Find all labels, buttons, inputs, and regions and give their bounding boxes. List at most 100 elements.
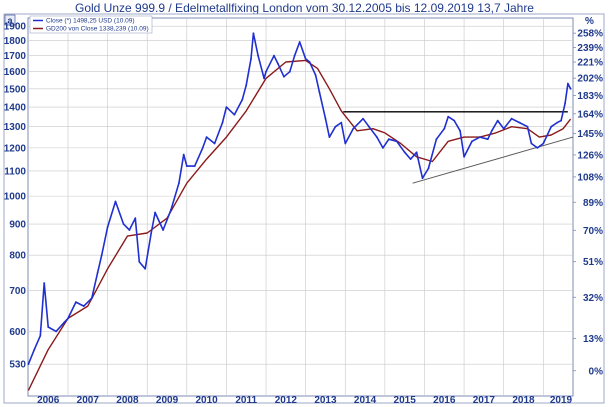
data-point-close bbox=[560, 119, 562, 122]
x-tick-label: 2018 bbox=[512, 395, 535, 406]
data-point-close bbox=[308, 61, 311, 63]
data-point-close bbox=[421, 177, 424, 180]
data-point-close bbox=[154, 211, 157, 214]
pct-tick-label: 51% bbox=[583, 257, 603, 268]
y-tick-label: 1900 bbox=[4, 22, 27, 33]
data-point-close bbox=[526, 125, 529, 128]
y-tick-label: 1300 bbox=[4, 122, 27, 133]
data-point-close bbox=[550, 125, 553, 128]
pct-tick-label: 258% bbox=[577, 29, 603, 40]
percent-unit-label: % bbox=[585, 16, 594, 27]
data-point-close bbox=[447, 115, 450, 118]
legend-box bbox=[29, 15, 153, 34]
pct-tick-label: 13% bbox=[583, 334, 603, 345]
data-point-close bbox=[510, 117, 513, 120]
data-point-close bbox=[283, 75, 285, 78]
data-point-close bbox=[100, 254, 103, 257]
data-point-close bbox=[288, 70, 291, 73]
legend-label-gd200: GD200 von Close 1338,239 (10.09) bbox=[46, 26, 149, 33]
y-tick-label: 700 bbox=[9, 286, 26, 297]
data-point-close bbox=[564, 102, 566, 105]
data-point-close bbox=[263, 77, 265, 80]
y-tick-label: 1400 bbox=[4, 103, 27, 114]
pct-tick-label: 164% bbox=[577, 109, 603, 120]
data-point-close bbox=[213, 142, 216, 145]
data-point-close bbox=[205, 136, 208, 139]
data-point-close bbox=[318, 91, 321, 94]
data-point-close bbox=[443, 127, 446, 130]
pct-tick-label: 202% bbox=[577, 74, 603, 85]
x-tick-label: 2008 bbox=[116, 395, 139, 406]
data-point-close bbox=[395, 140, 398, 143]
x-tick-label: 2006 bbox=[37, 395, 60, 406]
data-point-close bbox=[298, 41, 301, 43]
data-point-close bbox=[304, 57, 307, 60]
data-point-close bbox=[245, 84, 248, 87]
data-point-close bbox=[362, 117, 364, 120]
data-point-close bbox=[33, 348, 36, 351]
data-point-close bbox=[502, 127, 505, 130]
pct-tick-label: 239% bbox=[577, 43, 603, 54]
data-point-close bbox=[556, 121, 559, 124]
logo-box bbox=[4, 14, 16, 26]
data-point-close bbox=[43, 282, 46, 284]
logo-text: a bbox=[8, 16, 14, 26]
data-point-close bbox=[340, 121, 343, 124]
data-point-close bbox=[75, 301, 77, 303]
data-point-close bbox=[293, 54, 296, 57]
x-tick-label: 2014 bbox=[354, 395, 377, 406]
pct-tick-label: 126% bbox=[577, 150, 603, 161]
data-point-close bbox=[252, 32, 255, 35]
x-tick-label: 2009 bbox=[156, 395, 179, 406]
data-point-close bbox=[409, 158, 412, 161]
data-point-close bbox=[314, 74, 317, 76]
legend: Close (*) 1498,25 USD (10.09) GD200 von … bbox=[29, 15, 153, 34]
data-point-close bbox=[334, 125, 337, 128]
y-tick-label: 530 bbox=[9, 360, 26, 371]
data-point-close bbox=[185, 165, 188, 168]
pct-tick-label: 70% bbox=[583, 226, 603, 237]
data-point-close bbox=[250, 57, 252, 60]
data-point-close bbox=[277, 62, 279, 65]
data-point-close bbox=[328, 136, 331, 139]
data-point-close bbox=[39, 334, 42, 337]
data-point-close bbox=[344, 142, 347, 145]
y-tick-label: 1800 bbox=[4, 36, 27, 47]
data-point-close bbox=[241, 98, 244, 101]
y-tick-label: 1200 bbox=[4, 143, 27, 154]
x-axis: 2006 2007 2008 2009 2010 2011 2012 2013 2014 2015… bbox=[37, 395, 572, 406]
y-tick-label: 1500 bbox=[4, 84, 27, 95]
data-point-close bbox=[63, 321, 65, 324]
x-tick-label: 2015 bbox=[394, 395, 417, 406]
y-tick-label: 1100 bbox=[4, 166, 26, 177]
data-point-close bbox=[138, 261, 141, 263]
pct-tick-label: 89% bbox=[583, 198, 603, 209]
y-axis-left: 1900 1800 1700 1600 1500 1400 1300 1200 1100 1000… bbox=[4, 22, 27, 371]
data-point-close bbox=[82, 305, 85, 307]
series-lines bbox=[27, 32, 574, 391]
x-tick-label: 2013 bbox=[314, 395, 337, 406]
data-point-close bbox=[162, 229, 165, 231]
data-point-close bbox=[178, 182, 180, 185]
pct-tick-label: 145% bbox=[577, 129, 603, 140]
y-tick-label: 1000 bbox=[4, 192, 27, 203]
data-point-close bbox=[55, 330, 57, 333]
data-point-close bbox=[518, 121, 521, 124]
pct-tick-label: 108% bbox=[577, 172, 603, 183]
data-point-close bbox=[352, 127, 355, 130]
x-tick-label: 2016 bbox=[433, 395, 456, 406]
data-point-close bbox=[170, 208, 172, 211]
x-tick-label: 2011 bbox=[235, 395, 257, 406]
y-tick-label: 800 bbox=[9, 251, 26, 262]
data-point-close bbox=[376, 136, 378, 139]
grid bbox=[28, 18, 573, 396]
legend-label-close: Close (*) 1498,25 USD (10.09) bbox=[46, 18, 135, 25]
data-point-close bbox=[96, 271, 99, 274]
data-point-close bbox=[67, 317, 69, 320]
data-point-close bbox=[569, 87, 572, 90]
x-tick-label: 2012 bbox=[275, 395, 298, 406]
data-point-close bbox=[382, 147, 384, 149]
data-point-close bbox=[122, 223, 125, 225]
data-point-close bbox=[324, 117, 327, 120]
